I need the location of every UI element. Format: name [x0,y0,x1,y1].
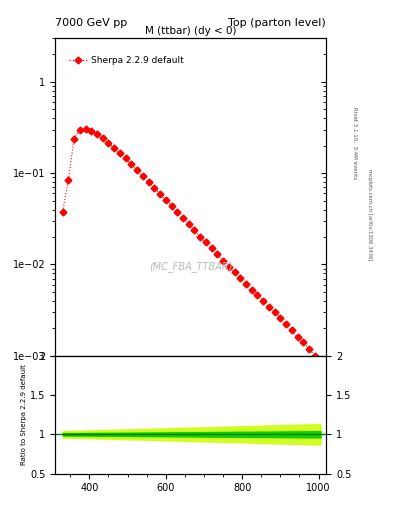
Text: mcplots.cern.ch [arXiv:1306.3436]: mcplots.cern.ch [arXiv:1306.3436] [367,169,373,261]
Legend: Sherpa 2.2.9 default: Sherpa 2.2.9 default [65,52,187,69]
Y-axis label: Ratio to Sherpa 2.2.9 default: Ratio to Sherpa 2.2.9 default [21,364,27,465]
Text: 7000 GeV pp: 7000 GeV pp [55,18,127,28]
Title: M (ttbar) (dy < 0): M (ttbar) (dy < 0) [145,26,236,36]
Text: Top (parton level): Top (parton level) [228,18,326,28]
Text: (MC_FBA_TTBAR): (MC_FBA_TTBAR) [149,262,232,272]
Text: Rivet 3.1.10,  3.4M events: Rivet 3.1.10, 3.4M events [352,108,357,179]
